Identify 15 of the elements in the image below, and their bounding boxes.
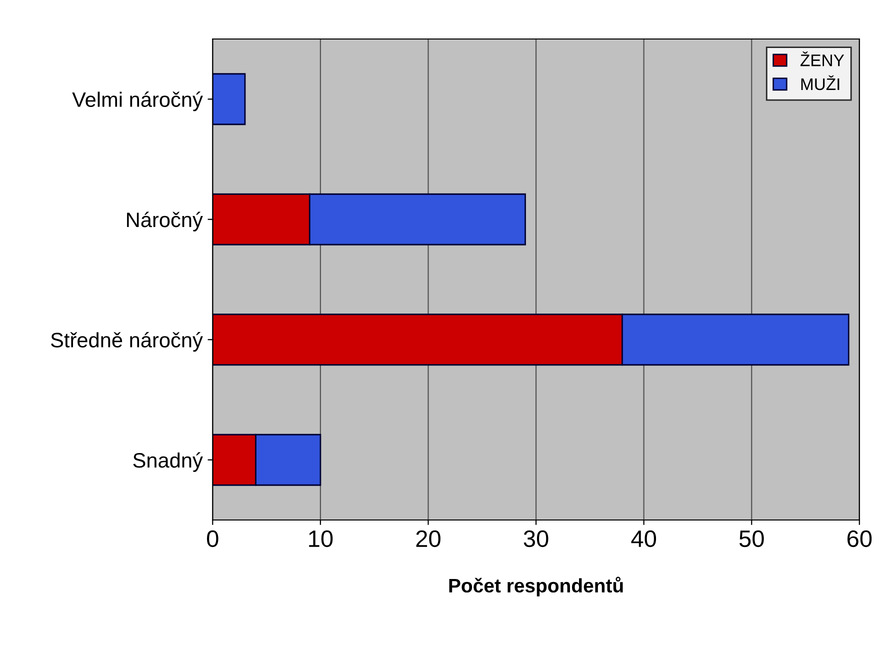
bar [212, 73, 246, 126]
x-tick-label: 20 [416, 530, 440, 548]
x-tick-label: 30 [524, 530, 548, 548]
legend-label: ŽENY [800, 52, 844, 66]
y-tick-label: Náročný [127, 212, 203, 232]
legend-label: MUŽI [801, 75, 840, 90]
x-tick-label: 60 [847, 530, 872, 548]
y-tick-label: Snadný [133, 452, 203, 472]
x-tick-label: 10 [309, 530, 333, 548]
x-tick-label: 0 [206, 530, 218, 548]
x-tick-label: 40 [631, 530, 656, 548]
x-axis-title: Počet respondentů [449, 576, 623, 596]
y-tick-label: Středně náročný [51, 332, 203, 352]
x-tick-label: 50 [739, 530, 764, 548]
y-tick-label: Velmi náročný [72, 91, 203, 112]
